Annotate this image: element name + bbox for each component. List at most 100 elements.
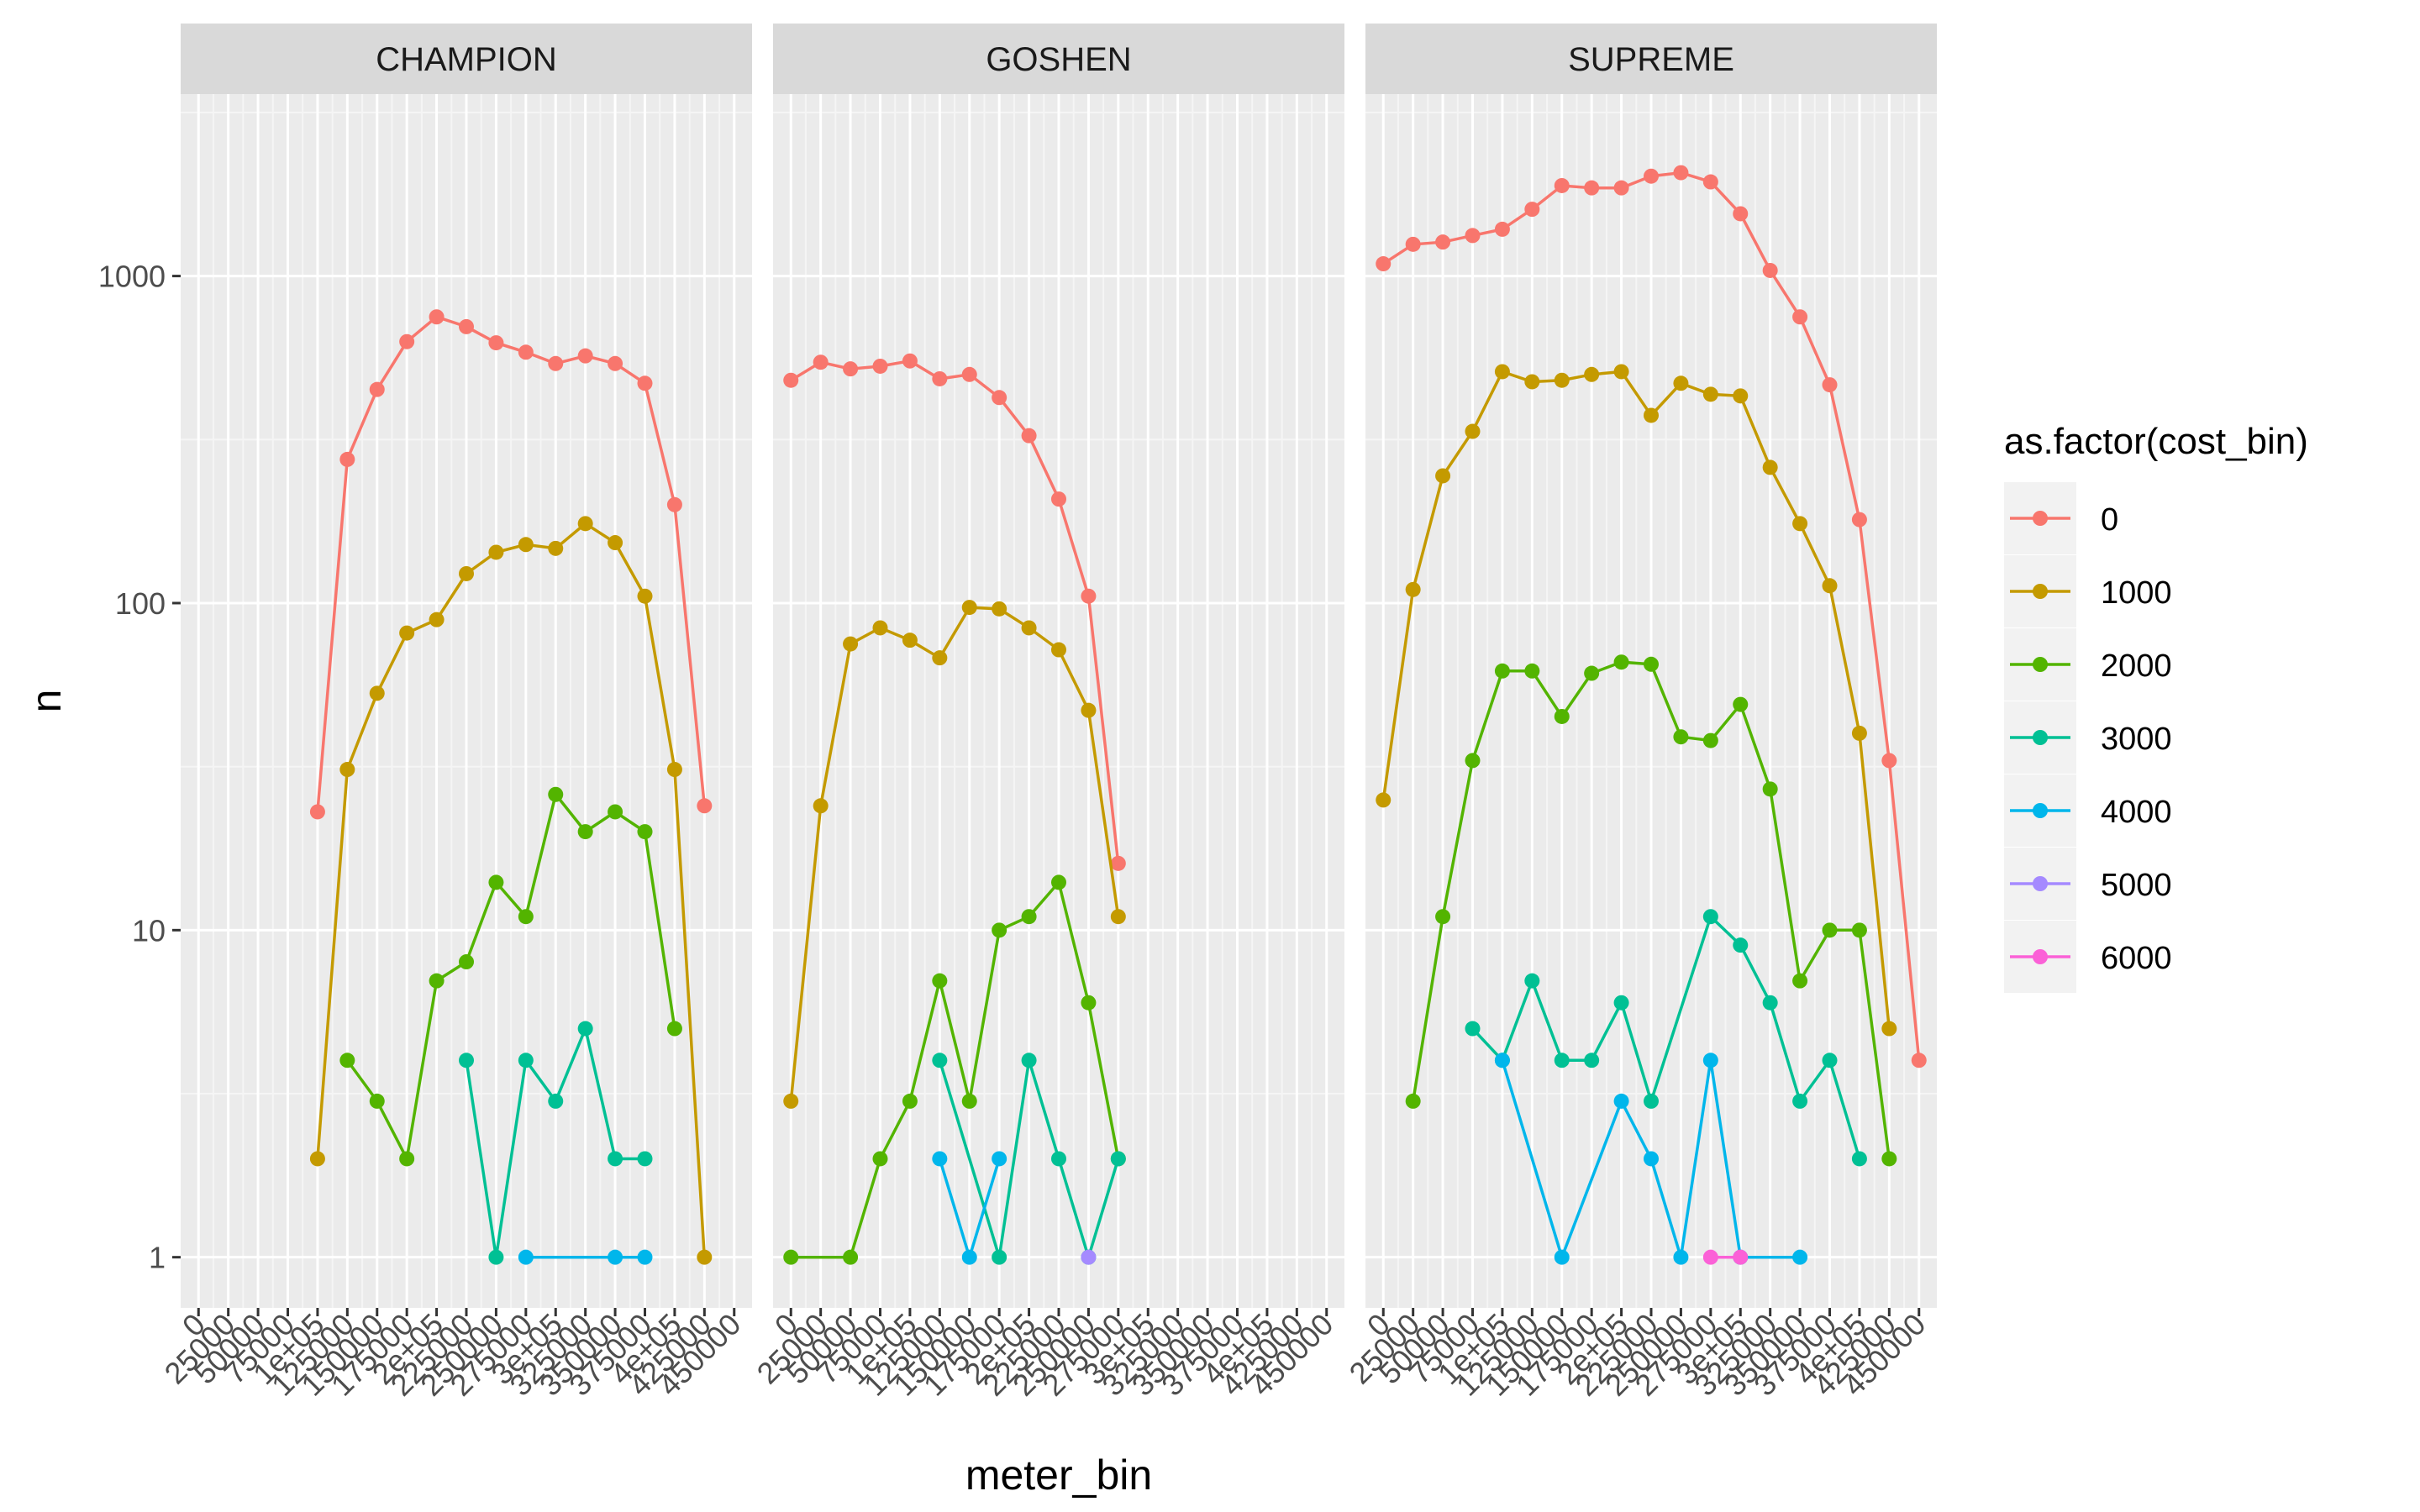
data-point <box>932 973 948 989</box>
data-point <box>783 372 799 388</box>
legend-key-point <box>2033 876 2048 891</box>
legend-label: 5000 <box>2101 868 2172 903</box>
data-point <box>1673 165 1689 181</box>
data-point <box>608 1249 623 1265</box>
data-point <box>1110 1151 1126 1167</box>
data-point <box>1733 388 1749 404</box>
data-point <box>577 516 593 532</box>
legend-title: as.factor(cost_bin) <box>2004 421 2308 462</box>
data-point <box>666 1021 682 1037</box>
data-point <box>459 954 474 970</box>
data-point <box>1465 228 1481 244</box>
data-point <box>1376 256 1392 272</box>
legend-key-point <box>2033 657 2048 672</box>
data-point <box>872 358 888 374</box>
data-point <box>369 1093 385 1109</box>
data-point <box>783 1093 799 1109</box>
data-point <box>1524 202 1540 218</box>
legend-label: 4000 <box>2101 795 2172 830</box>
data-point <box>608 1151 623 1167</box>
facet-strip <box>773 24 1344 94</box>
data-point <box>1613 180 1629 196</box>
data-point <box>1702 1053 1718 1068</box>
legend-item-2000: 2000 <box>2004 628 2172 701</box>
data-point <box>1851 512 1867 528</box>
data-point <box>1792 516 1808 532</box>
data-point <box>1494 221 1510 237</box>
data-point <box>1081 702 1097 718</box>
series-0 <box>783 353 1126 871</box>
y-tick-label: 10 <box>132 913 166 948</box>
data-point <box>843 636 859 652</box>
data-point <box>1733 937 1749 953</box>
data-point <box>1494 1053 1510 1068</box>
data-point <box>1051 642 1066 658</box>
data-point <box>518 1053 534 1068</box>
legend-key-point <box>2033 511 2048 526</box>
data-point <box>697 798 713 814</box>
data-point <box>813 798 829 814</box>
data-point <box>488 1249 504 1265</box>
series-line <box>316 522 707 1257</box>
data-point <box>637 824 653 840</box>
data-point <box>992 601 1007 617</box>
series-0 <box>1376 165 1927 1068</box>
data-point <box>1822 578 1838 594</box>
y-tick-label: 100 <box>115 586 166 621</box>
data-point <box>548 355 564 371</box>
series-6000 <box>1702 1249 1749 1265</box>
data-point <box>1644 1151 1659 1167</box>
data-point <box>843 361 859 377</box>
data-point <box>1051 874 1066 890</box>
data-point <box>1494 364 1510 380</box>
data-point <box>548 1093 564 1109</box>
data-point <box>932 370 948 386</box>
data-point <box>902 633 918 648</box>
data-point <box>399 625 415 641</box>
data-point <box>1584 665 1600 681</box>
data-point <box>1405 236 1421 252</box>
legend-items: 0 1000 2000 3000 4000 5000 6000 <box>2004 482 2172 993</box>
series-line <box>789 606 1120 1102</box>
data-point <box>1584 1053 1600 1068</box>
data-point <box>518 537 534 553</box>
data-point <box>369 381 385 397</box>
data-point <box>1851 725 1867 741</box>
data-point <box>429 973 445 989</box>
data-point <box>1881 753 1897 769</box>
series-2000 <box>339 786 682 1167</box>
data-point <box>577 348 593 364</box>
facet-label: GOSHEN <box>986 41 1131 78</box>
series-5000 <box>1081 1249 1097 1265</box>
data-point <box>577 1021 593 1037</box>
data-point <box>1405 1093 1421 1109</box>
legend-item-0: 0 <box>2004 482 2118 554</box>
data-point <box>637 588 653 604</box>
data-point <box>1554 708 1570 724</box>
data-point <box>399 1151 415 1167</box>
data-point <box>1405 581 1421 597</box>
data-point <box>488 544 504 560</box>
data-point <box>1554 372 1570 388</box>
data-point <box>1733 696 1749 712</box>
data-point <box>932 1053 948 1068</box>
data-point <box>1021 1053 1037 1068</box>
data-point <box>1644 407 1659 423</box>
data-point <box>1613 1093 1629 1109</box>
data-point <box>309 804 325 820</box>
data-point <box>1524 663 1540 679</box>
data-point <box>339 762 355 778</box>
data-point <box>459 318 474 334</box>
data-point <box>1051 1151 1066 1167</box>
data-point <box>1465 1021 1481 1037</box>
series-line <box>938 1059 1120 1263</box>
data-point <box>1673 729 1689 745</box>
legend: as.factor(cost_bin) 0 1000 2000 3000 4000 500… <box>2004 421 2308 993</box>
data-point <box>548 540 564 556</box>
series-3000 <box>1465 909 1867 1167</box>
data-point <box>339 1053 355 1068</box>
data-point <box>1733 1249 1749 1265</box>
data-point <box>548 786 564 802</box>
legend-item-1000: 1000 <box>2004 555 2172 627</box>
data-point <box>1435 234 1451 250</box>
